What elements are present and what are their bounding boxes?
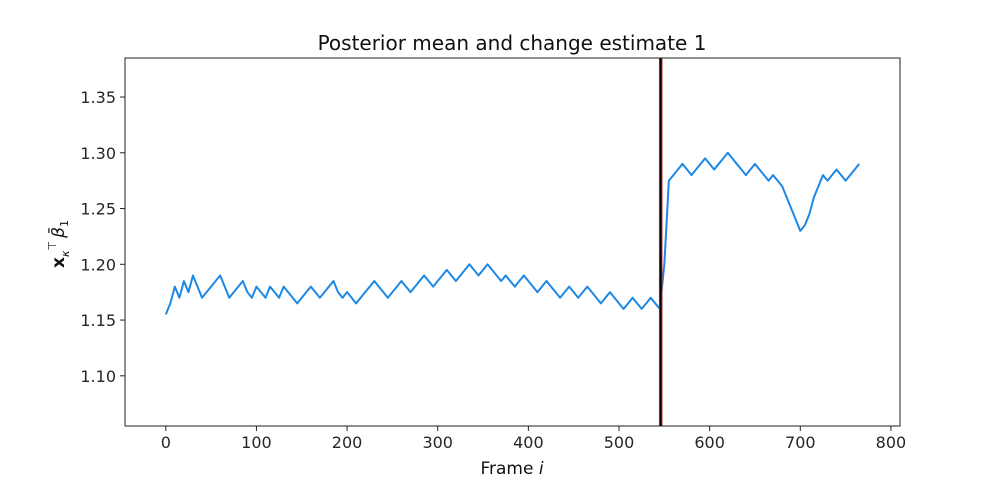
y-axis-label-beta: β̄ [47, 227, 69, 239]
y-tick-label: 1.25 [80, 200, 116, 219]
x-tick-label: 200 [332, 433, 363, 452]
axes-frame [124, 57, 901, 427]
series-line [164, 151, 860, 315]
x-tick-label: 400 [513, 433, 544, 452]
x-tick-label: 100 [241, 433, 272, 452]
y-axis-label-beta-sub: 1 [58, 220, 71, 227]
x-tick-label: 300 [422, 433, 453, 452]
x-tick-label: 700 [785, 433, 816, 452]
plot-area [164, 58, 860, 426]
y-axis-label: xκ⊤ β̄1 [46, 220, 72, 268]
x-tick-label: 500 [604, 433, 635, 452]
x-tick-label: 600 [694, 433, 725, 452]
y-tick-label: 1.10 [80, 367, 116, 386]
x-axis-label-variable: i [539, 459, 544, 479]
x-axis-label: Frame i [480, 459, 543, 479]
y-axis: 1.10 1.15 1.20 1.25 1.30 1.35 [80, 88, 125, 386]
y-tick-label: 1.35 [80, 88, 116, 107]
y-tick-label: 1.15 [80, 311, 116, 330]
y-tick-label: 1.30 [80, 144, 116, 163]
y-axis-label-sup: ⊤ [46, 241, 59, 251]
y-axis-label-main: x [49, 257, 69, 268]
chart-title: Posterior mean and change estimate 1 [318, 31, 707, 55]
x-axis-label-main: Frame [480, 459, 533, 479]
y-tick-label: 1.20 [80, 255, 116, 274]
x-axis: 0 100 200 300 400 500 600 700 800 [161, 426, 907, 452]
x-tick-label: 800 [876, 433, 907, 452]
x-tick-label: 0 [161, 433, 171, 452]
y-axis-label-sub: κ [59, 250, 72, 257]
